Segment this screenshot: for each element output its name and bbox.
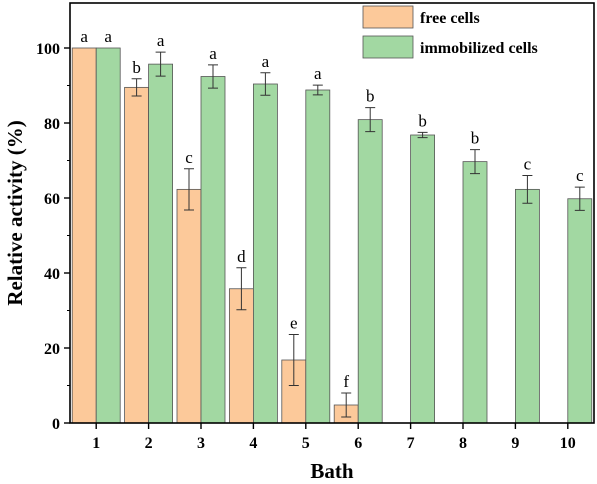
x-tick-label-1: 1: [92, 435, 100, 452]
error-bar-immobilized-cells-8: [470, 149, 480, 175]
x-tick-label-3: 3: [197, 435, 205, 452]
significance-label-free-cells-6: f: [343, 372, 349, 391]
error-bar-immobilized-cells-9: [522, 175, 533, 204]
significance-label-immobilized-cells-9: c: [524, 155, 532, 174]
y-tick-label-20: 20: [44, 341, 60, 358]
y-tick-label-60: 60: [44, 191, 60, 208]
bar-free-cells-3: [176, 188, 202, 424]
x-tick-label-2: 2: [145, 435, 153, 452]
bar-free-cells-2: [124, 86, 149, 424]
error-bar-free-cells-3: [184, 168, 194, 211]
y-axis-ticks: 0 20 40 60 80 100: [36, 41, 70, 433]
error-bar-immobilized-cells-2: [155, 51, 166, 77]
y-tick-label-0: 0: [52, 416, 60, 433]
error-bars-layer: [131, 51, 585, 418]
bar-immobilized-cells-1: [95, 47, 121, 424]
error-bar-immobilized-cells-10: [574, 186, 585, 211]
legend-label-immobilized-cells: immobilized cells: [420, 40, 538, 57]
x-tick-label-8: 8: [459, 435, 467, 452]
significance-label-free-cells-5: e: [290, 314, 298, 333]
legend-label-free-cells: free cells: [420, 10, 480, 27]
legend-swatch-free-cells: [362, 5, 414, 29]
significance-label-immobilized-cells-5: a: [314, 64, 322, 83]
legend-swatch-immobilized-cells: [362, 35, 414, 59]
error-bar-free-cells-5: [288, 334, 299, 386]
bar-immobilized-cells-4: [252, 83, 278, 424]
bar-immobilized-cells-8: [462, 161, 488, 424]
error-bar-immobilized-cells-5: [312, 84, 323, 96]
error-bar-free-cells-6: [341, 392, 352, 418]
x-axis-ticks: 1 2 3 4 5 6 7 8 9 10: [92, 423, 576, 452]
error-bar-immobilized-cells-3: [208, 64, 218, 89]
error-bar-immobilized-cells-7: [417, 131, 428, 139]
bar-immobilized-cells-10: [567, 198, 593, 424]
x-tick-label-10: 10: [560, 435, 576, 452]
y-tick-label-100: 100: [36, 41, 60, 58]
significance-label-immobilized-cells-7: b: [418, 111, 427, 130]
y-axis-title: Relative activity (%): [3, 120, 27, 305]
x-tick-label-6: 6: [354, 435, 362, 452]
legend: free cells immobilized cells: [362, 5, 538, 59]
error-bar-immobilized-cells-6: [365, 107, 376, 133]
bar-immobilized-cells-3: [200, 76, 226, 424]
x-tick-label-7: 7: [407, 435, 415, 452]
bar-immobilized-cells-9: [515, 188, 540, 424]
error-bar-immobilized-cells-4: [260, 72, 271, 96]
x-tick-label-5: 5: [302, 435, 310, 452]
significance-label-immobilized-cells-6: b: [366, 87, 375, 106]
significance-label-free-cells-2: b: [132, 58, 141, 77]
significance-label-free-cells-3: c: [185, 148, 193, 167]
x-axis-title: Bath: [310, 459, 354, 483]
error-bar-free-cells-2: [131, 78, 142, 97]
significance-label-immobilized-cells-4: a: [262, 52, 270, 71]
bar-immobilized-cells-7: [410, 134, 436, 424]
error-bar-free-cells-4: [236, 267, 247, 311]
x-tick-label-4: 4: [249, 435, 257, 452]
bars-layer: [71, 47, 593, 424]
significance-label-free-cells-1: a: [80, 27, 88, 46]
significance-label-immobilized-cells-1: a: [104, 27, 112, 46]
significance-label-immobilized-cells-8: b: [471, 129, 480, 148]
bar-immobilized-cells-5: [305, 89, 331, 424]
bar-immobilized-cells-2: [148, 63, 174, 424]
significance-label-free-cells-4: d: [237, 247, 246, 266]
y-tick-label-40: 40: [44, 266, 60, 283]
significance-label-immobilized-cells-3: a: [209, 44, 217, 63]
bar-immobilized-cells-6: [357, 119, 383, 424]
x-tick-label-9: 9: [511, 435, 519, 452]
bar-free-cells-1: [71, 47, 97, 424]
plot-frame: [69, 2, 595, 424]
significance-label-immobilized-cells-2: a: [157, 31, 165, 50]
y-tick-label-80: 80: [44, 116, 60, 133]
significance-label-immobilized-cells-10: c: [576, 166, 584, 185]
